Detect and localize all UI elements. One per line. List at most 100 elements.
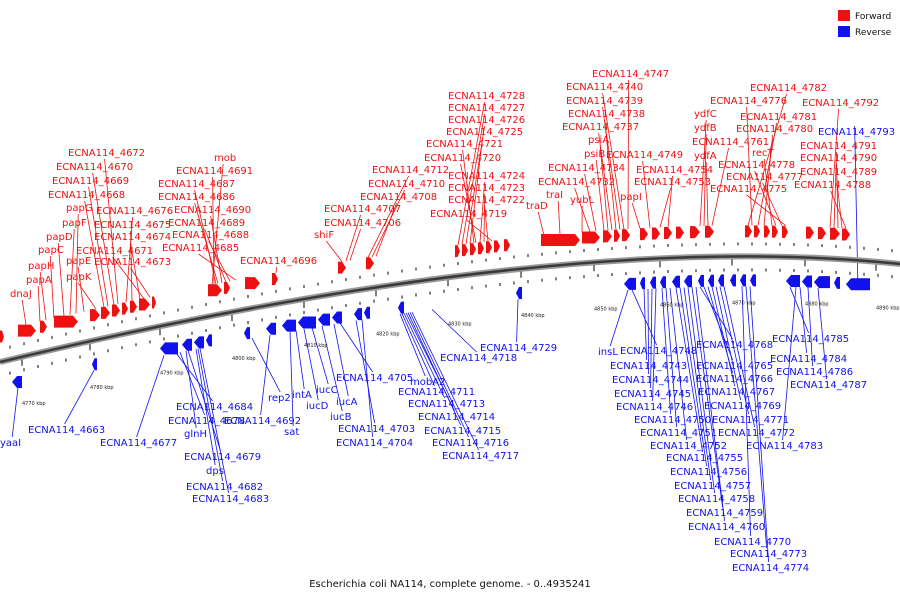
leader-line bbox=[723, 286, 755, 428]
leader-line bbox=[130, 242, 141, 300]
reverse-gene-label: rep2 bbox=[268, 393, 291, 404]
reverse-gene-arrow bbox=[332, 311, 342, 324]
leader-line bbox=[88, 186, 109, 307]
forward-gene-arrow bbox=[842, 228, 850, 241]
reverse-gene-label: ECNA114_4679 bbox=[184, 452, 261, 463]
scale-tick-label: 4820 kbp bbox=[376, 331, 400, 337]
leader-line bbox=[746, 194, 787, 227]
forward-gene-label: ydfA bbox=[694, 151, 717, 162]
forward-gene-label: dnaJ bbox=[10, 289, 32, 300]
forward-gene-label: ECNA114_4707 bbox=[324, 204, 401, 215]
forward-gene-label: ECNA114_4668 bbox=[48, 190, 125, 201]
leader-line bbox=[325, 240, 343, 262]
leader-line bbox=[355, 320, 375, 424]
reverse-gene-arrow bbox=[182, 338, 192, 351]
forward-gene-arrow bbox=[830, 227, 840, 240]
forward-gene-label: ECNA114_4734 bbox=[548, 163, 625, 174]
reverse-gene-arrow bbox=[718, 274, 724, 287]
reverse-gene-label: ECNA114_4785 bbox=[772, 334, 849, 345]
forward-gene-arrow bbox=[664, 227, 672, 240]
forward-gene-label: ECNA114_4761 bbox=[692, 137, 769, 148]
reverse-gene-label: ECNA114_4784 bbox=[770, 354, 847, 365]
leader-line bbox=[21, 299, 27, 325]
reverse-gene-label: ECNA114_4711 bbox=[398, 387, 475, 398]
leader-line bbox=[687, 287, 715, 494]
forward-gene-label: papD bbox=[46, 232, 73, 243]
forward-gene-arrow bbox=[470, 243, 476, 256]
leader-line bbox=[584, 173, 597, 232]
forward-gene-label: ECNA114_4722 bbox=[448, 195, 525, 206]
forward-gene-arrow bbox=[40, 320, 47, 333]
forward-gene-label: ECNA114_4778 bbox=[718, 160, 795, 171]
scale-tick-label: 4830 kbp bbox=[448, 321, 472, 327]
forward-gene-label: ECNA114_4706 bbox=[324, 218, 401, 229]
leader-line bbox=[401, 313, 435, 387]
leader-line bbox=[537, 211, 545, 236]
leader-line bbox=[669, 287, 687, 441]
leader-line bbox=[407, 312, 461, 426]
leader-line bbox=[77, 266, 85, 312]
forward-gene-label: ECNA114_4782 bbox=[750, 83, 827, 94]
forward-gene-label: ECNA114_4776 bbox=[710, 96, 787, 107]
leader-line bbox=[84, 200, 105, 308]
forward-gene-label: ECNA114_4739 bbox=[566, 96, 643, 107]
leader-line bbox=[457, 101, 485, 246]
reverse-gene-label: ECNA114_4783 bbox=[746, 441, 823, 452]
forward-gene-label: ECNA114_4686 bbox=[158, 192, 235, 203]
reverse-gene-label: ECNA114_4787 bbox=[790, 380, 867, 391]
leader-line bbox=[595, 159, 605, 231]
forward-gene-label: papH bbox=[28, 261, 54, 272]
leader-line bbox=[757, 122, 777, 226]
reverse-gene-arrow bbox=[298, 316, 316, 329]
leader-line bbox=[699, 286, 733, 340]
reverse-gene-label: ECNA114_4715 bbox=[424, 426, 501, 437]
reverse-gene-label: ECNA114_4750 bbox=[634, 415, 711, 426]
leader-line bbox=[516, 299, 519, 343]
leader-line bbox=[339, 322, 373, 373]
leader-line bbox=[484, 205, 489, 242]
forward-gene-label: ECNA114_4780 bbox=[736, 124, 813, 135]
gene-labels: dnaJpapApapHpapCpapDpapFpapGpapEpapKECNA… bbox=[0, 69, 895, 574]
reverse-gene-label: ECNA114_4663 bbox=[28, 425, 105, 436]
map-caption: Escherichia coli NA114, complete genome.… bbox=[309, 579, 591, 590]
forward-gene-label: ECNA114_4688 bbox=[172, 230, 249, 241]
leader-line bbox=[789, 286, 809, 334]
leader-line bbox=[466, 219, 493, 242]
leader-line bbox=[836, 177, 843, 229]
leader-line bbox=[746, 106, 753, 226]
leader-line bbox=[829, 108, 839, 228]
forward-gene-arrow bbox=[806, 226, 814, 239]
leader-line bbox=[194, 189, 217, 285]
leader-line bbox=[763, 158, 773, 226]
leader-line bbox=[647, 288, 649, 375]
leader-line bbox=[349, 228, 361, 261]
forward-gene-label: papA bbox=[26, 275, 52, 286]
scale-tick-label: 4890 kbp bbox=[876, 306, 900, 312]
leader-line bbox=[763, 134, 773, 226]
forward-gene-label: ECNA114_4775 bbox=[710, 184, 787, 195]
reverse-gene-label: ECNA114_4773 bbox=[730, 549, 807, 560]
scale-tick-label: 4770 kbp bbox=[22, 401, 46, 407]
reverse-gene-label: ECNA114_4772 bbox=[718, 428, 795, 439]
reverse-gene-arrow bbox=[624, 277, 636, 290]
forward-gene-label: ECNA114_4728 bbox=[448, 91, 525, 102]
reverse-gene-label: ECNA114_4768 bbox=[696, 340, 773, 351]
reverse-gene-arrow bbox=[814, 276, 830, 289]
leader-line bbox=[705, 161, 709, 226]
reverse-gene-arrow bbox=[672, 275, 680, 288]
forward-gene-label: ECNA114_4723 bbox=[448, 183, 525, 194]
forward-gene-arrow bbox=[772, 225, 778, 238]
leader-line bbox=[461, 113, 485, 245]
forward-gene-label: ECNA114_4691 bbox=[176, 166, 253, 177]
scale-tick-label: 4790 kbp bbox=[160, 370, 184, 376]
forward-gene-label: ECNA114_4738 bbox=[568, 109, 645, 120]
leader-line bbox=[295, 330, 305, 390]
leader-line bbox=[683, 287, 711, 481]
reverse-gene-arrow bbox=[640, 277, 645, 290]
leader-line bbox=[711, 147, 729, 226]
forward-gene-label: ECNA114_4689 bbox=[168, 218, 245, 229]
leader-line bbox=[289, 331, 294, 427]
forward-gene-label: ECNA114_4753 bbox=[634, 177, 711, 188]
reverse-gene-label: ECNA114_4704 bbox=[336, 438, 413, 449]
